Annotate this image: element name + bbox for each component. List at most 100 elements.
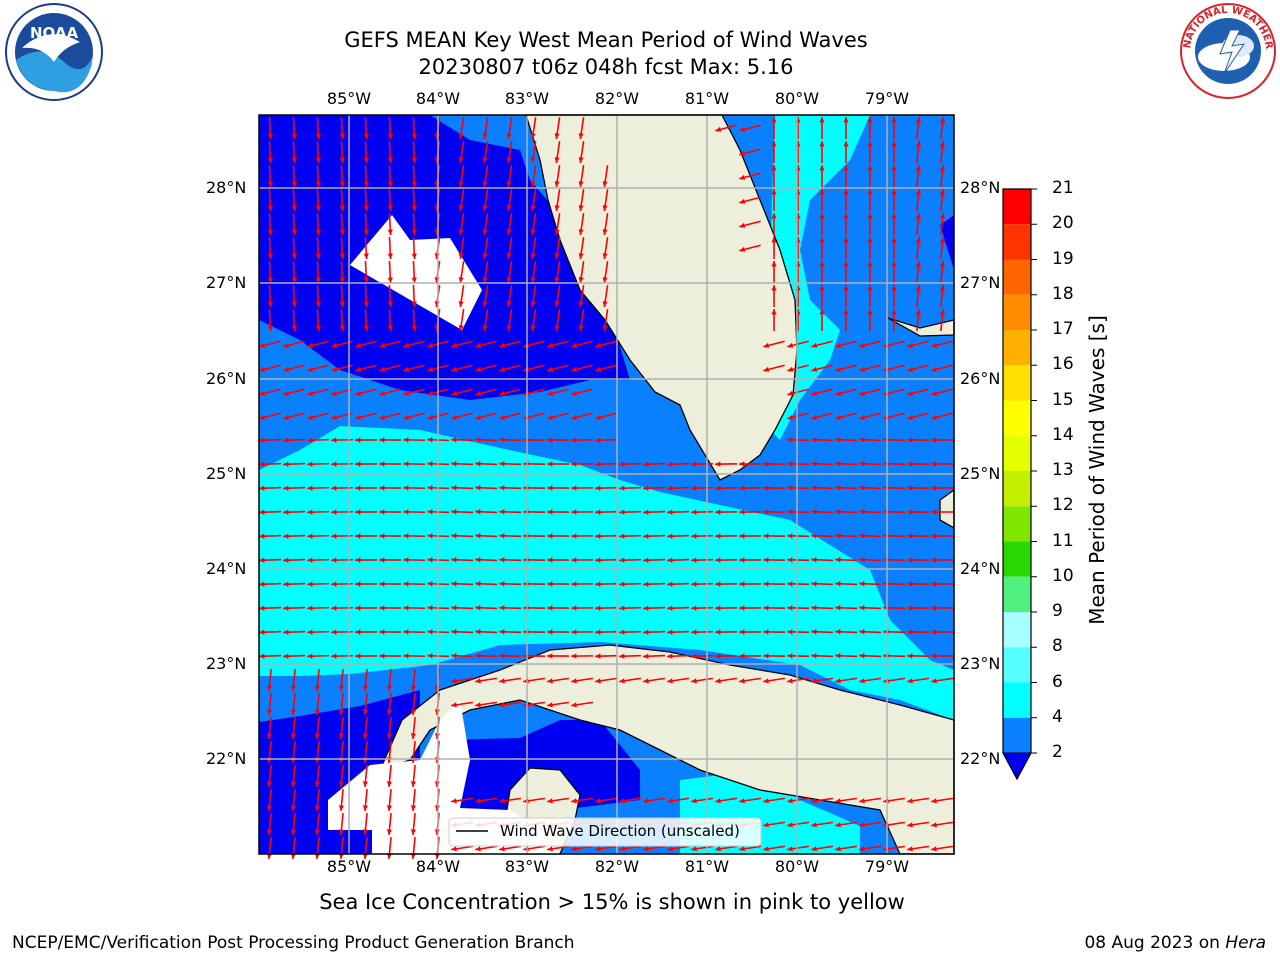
wave-direction-arrow — [666, 557, 690, 563]
wave-direction-arrow — [811, 388, 833, 396]
wave-direction-arrow — [594, 509, 618, 515]
wave-direction-arrow — [819, 213, 825, 235]
wave-direction-arrow — [691, 845, 713, 852]
wave-direction-arrow — [763, 677, 785, 684]
wave-direction-arrow — [786, 629, 810, 635]
wave-direction-arrow — [363, 212, 369, 236]
wave-direction-arrow — [891, 141, 897, 163]
wave-direction-arrow — [738, 533, 762, 539]
wave-direction-arrow — [843, 309, 849, 331]
wave-direction-arrow — [402, 557, 426, 563]
wave-direction-arrow — [482, 141, 489, 163]
wave-direction-arrow — [915, 236, 922, 260]
colorbar-segment — [1003, 365, 1031, 401]
wave-direction-arrow — [762, 533, 786, 539]
wave-direction-arrow — [378, 533, 402, 539]
wave-direction-arrow — [506, 117, 513, 139]
wave-direction-arrow — [363, 188, 369, 212]
wave-direction-arrow — [267, 236, 273, 260]
wave-direction-arrow — [402, 629, 426, 635]
wave-direction-arrow — [387, 236, 393, 260]
wave-direction-arrow — [835, 677, 857, 684]
wave-direction-arrow — [354, 461, 378, 467]
wave-direction-arrow — [859, 364, 881, 372]
lon-label-top: 82°W — [594, 89, 640, 108]
lon-label-top: 81°W — [684, 89, 730, 108]
wave-direction-arrow — [810, 461, 834, 467]
wave-direction-arrow — [474, 629, 498, 635]
colorbar-tick-label: 17 — [1052, 319, 1074, 339]
wave-direction-arrow — [282, 653, 306, 659]
wave-direction-arrow — [410, 764, 417, 788]
noaa-logo-text: NOAA — [30, 24, 79, 42]
colorbar-label: Mean Period of Wind Waves [s] — [1085, 315, 1109, 625]
wave-direction-arrow — [595, 797, 617, 804]
lat-label-left: 22°N — [206, 749, 247, 768]
wave-direction-arrow — [530, 261, 537, 283]
wave-direction-arrow — [387, 140, 393, 164]
wave-direction-arrow — [450, 509, 474, 515]
wave-direction-arrow — [930, 653, 954, 659]
wave-direction-arrow — [554, 213, 561, 235]
wave-direction-arrow — [867, 237, 873, 259]
wave-direction-arrow — [402, 605, 426, 611]
wave-direction-arrow — [571, 845, 593, 852]
wave-direction-arrow — [379, 340, 401, 348]
wave-direction-arrow — [843, 189, 849, 211]
wave-direction-arrow — [931, 797, 953, 804]
colorbar-tick-label: 15 — [1052, 389, 1074, 410]
wave-direction-arrow — [315, 284, 321, 308]
wave-direction-arrow — [258, 461, 282, 467]
wave-direction-arrow — [595, 845, 617, 852]
wave-direction-arrow — [530, 309, 537, 331]
wave-direction-arrow — [291, 284, 297, 308]
wave-direction-arrow — [362, 764, 369, 788]
wave-direction-arrow — [306, 533, 330, 539]
wave-direction-arrow — [843, 213, 849, 235]
wave-direction-arrow — [771, 117, 777, 139]
wave-direction-arrow — [546, 533, 570, 539]
wave-direction-arrow — [307, 340, 329, 348]
wave-direction-arrow — [858, 653, 882, 659]
wave-direction-arrow — [859, 388, 881, 396]
wave-direction-arrow — [378, 605, 402, 611]
wave-direction-arrow — [762, 605, 786, 611]
wave-direction-arrow — [258, 533, 282, 539]
wave-direction-arrow — [618, 629, 642, 635]
wave-direction-arrow — [595, 677, 617, 684]
wave-direction-arrow — [810, 581, 834, 587]
wave-direction-arrow — [282, 629, 306, 635]
wave-direction-arrow — [834, 629, 858, 635]
map-legend: Wind Wave Direction (unscaled) — [448, 817, 762, 847]
wave-direction-arrow — [338, 812, 345, 836]
wave-direction-arrow — [451, 340, 473, 348]
wave-direction-arrow — [475, 797, 497, 804]
period-below-2-ne — [940, 215, 954, 270]
wave-direction-arrow — [339, 260, 345, 284]
lon-label-bottom: 80°W — [774, 857, 820, 876]
wave-direction-arrow — [939, 260, 946, 284]
wave-direction-arrow — [458, 117, 465, 139]
wave-direction-arrow — [907, 677, 929, 684]
wave-direction-arrow — [354, 533, 378, 539]
wave-direction-arrow — [291, 164, 297, 188]
wave-direction-arrow — [554, 237, 561, 259]
wave-direction-arrow — [666, 509, 690, 515]
wave-direction-arrow — [771, 285, 777, 307]
wave-direction-arrow — [554, 141, 561, 163]
wave-direction-arrow — [858, 533, 882, 539]
wave-direction-arrow — [315, 116, 321, 140]
wave-direction-arrow — [339, 212, 345, 236]
wave-direction-arrow — [859, 677, 881, 684]
wave-direction-arrow — [306, 653, 330, 659]
wave-direction-arrow — [306, 581, 330, 587]
wave-direction-arrow — [315, 212, 321, 236]
wave-direction-arrow — [363, 140, 369, 164]
wave-direction-arrow — [474, 509, 498, 515]
wave-direction-arrow — [259, 340, 281, 348]
wave-direction-arrow — [570, 605, 594, 611]
wave-direction-arrow — [867, 165, 873, 187]
wave-direction-arrow — [843, 261, 849, 283]
wave-direction-arrow — [546, 485, 570, 491]
wave-direction-arrow — [931, 340, 953, 348]
